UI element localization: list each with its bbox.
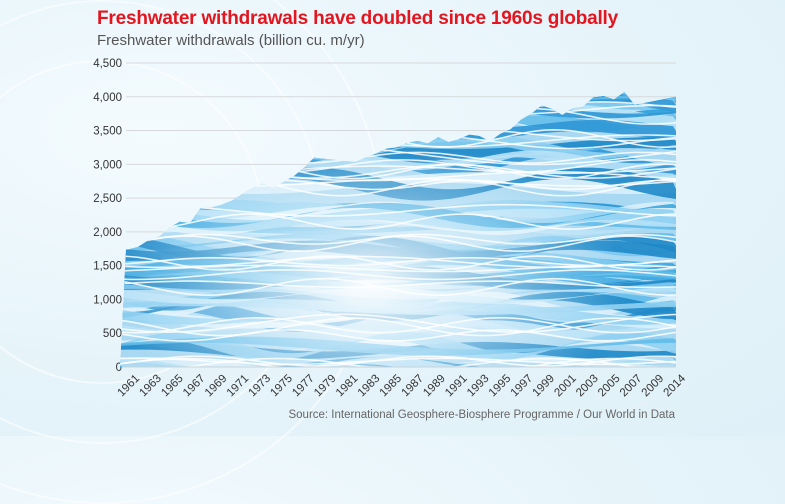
chart-subtitle: Freshwater withdrawals (billion cu. m/yr… (97, 32, 365, 49)
y-tick-label: 0 (116, 362, 122, 374)
y-tick-label: 2,000 (93, 227, 122, 239)
wave-line (113, 55, 681, 73)
wave-band (120, 92, 676, 93)
x-tick-label: 1975 (268, 373, 295, 400)
chart-title: Freshwater withdrawals have doubled sinc… (97, 8, 618, 29)
x-tick-label: 1983 (356, 373, 383, 400)
x-tick-label: 1979 (312, 373, 339, 400)
x-tick-label: 1995 (487, 373, 514, 400)
x-tick-label: 1991 (443, 373, 470, 400)
x-tick-label: 2001 (552, 373, 579, 400)
x-tick-label: 2003 (574, 373, 601, 400)
wave-line (113, 81, 681, 89)
x-tick-label: 1985 (378, 373, 405, 400)
y-tick-label: 1,000 (93, 294, 122, 306)
x-tick-label: 1969 (203, 373, 230, 400)
x-tick-label: 1967 (181, 373, 208, 400)
y-tick-label: 3,000 (93, 159, 122, 171)
x-tick-label: 1981 (334, 373, 361, 400)
x-tick-label: 1999 (530, 373, 557, 400)
x-tick-label: 1971 (225, 373, 252, 400)
x-axis: 1961196319651967196919711973197519771979… (116, 366, 689, 400)
y-tick-label: 4,000 (93, 92, 122, 104)
wave-band (113, 66, 681, 89)
y-tick-label: 1,500 (93, 261, 122, 273)
y-tick-label: 3,500 (93, 126, 122, 138)
x-tick-label: 1977 (290, 373, 317, 400)
x-tick-label: 1973 (247, 373, 274, 400)
wave-line (113, 69, 681, 85)
source-note: Source: International Geosphere-Biospher… (288, 409, 675, 421)
x-tick-label: 1963 (137, 373, 164, 400)
chart: 0 500 1,000 1,500 2,000 2,500 3,000 3,500 4,000 4… (93, 55, 689, 400)
x-tick-label: 2005 (596, 373, 623, 400)
wave-band (113, 69, 681, 91)
wave-line (113, 66, 681, 79)
x-tick-label: 1989 (421, 373, 448, 400)
y-tick-label: 4,500 (93, 58, 122, 70)
y-tick-label: 500 (103, 328, 122, 340)
y-tick-label: 2,500 (93, 193, 122, 205)
x-tick-label: 1993 (465, 373, 492, 400)
x-tick-label: 1961 (116, 373, 143, 400)
wave-band (120, 92, 676, 96)
x-tick-label: 1965 (159, 373, 186, 400)
x-tick-label: 2014 (662, 372, 689, 399)
x-tick-label: 1997 (509, 373, 536, 400)
x-tick-label: 2009 (640, 373, 667, 400)
area-series (113, 55, 681, 367)
x-tick-label: 2007 (618, 373, 645, 400)
area-highlight (120, 92, 676, 367)
y-axis: 0 500 1,000 1,500 2,000 2,500 3,000 3,500 4,000 4… (93, 58, 122, 374)
x-tick-label: 1987 (399, 373, 426, 400)
